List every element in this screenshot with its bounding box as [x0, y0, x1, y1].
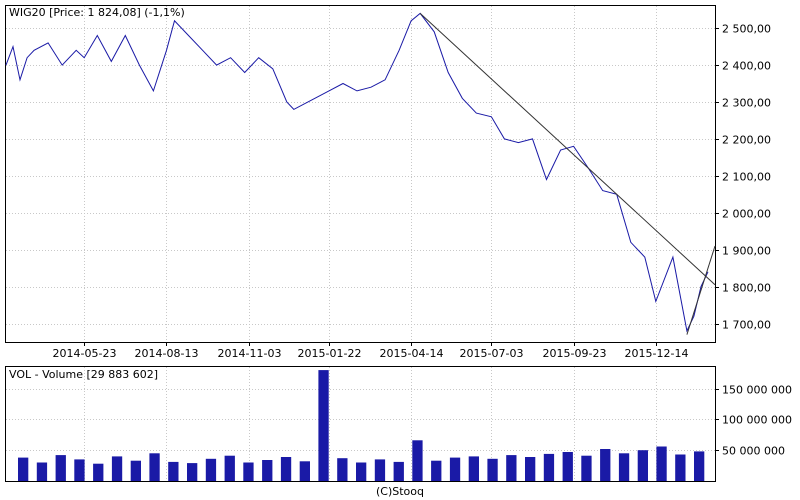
volume-bar: [18, 457, 29, 481]
volume-bar: [356, 462, 367, 481]
volume-bar: [618, 453, 630, 481]
volume-bar: [543, 453, 555, 481]
volume-plot-area: [5, 366, 716, 482]
volume-bar: [130, 460, 141, 481]
price-x-tick-label: 2015-09-23: [543, 347, 607, 360]
volume-bar: [374, 459, 386, 481]
volume-bar: [111, 456, 123, 481]
price-y-tick-label: 2 300,00: [722, 97, 771, 110]
series-line-wig20: [5, 12, 709, 333]
volume-bar: [299, 461, 310, 481]
volume-bar: [205, 458, 217, 481]
volume-bar: [280, 457, 292, 481]
trendlines: [419, 13, 716, 335]
volume-bar: [449, 457, 461, 481]
volume-bar: [656, 446, 667, 481]
price-x-tick-label: 2014-08-13: [135, 347, 199, 360]
price-y-tick-label: 1 700,00: [722, 319, 771, 332]
price-y-tick-label: 2 200,00: [722, 134, 771, 147]
volume-bar: [36, 462, 48, 481]
volume-bar: [149, 453, 160, 481]
price-x-tick-label: 2015-01-22: [298, 347, 362, 360]
price-y-tick-label: 2 000,00: [722, 208, 771, 221]
price-gridlines: [6, 6, 715, 342]
trendline: [419, 13, 716, 286]
price-x-tick-label: 2014-05-23: [53, 347, 117, 360]
volume-bar: [168, 461, 179, 481]
price-y-tick-label: 2 500,00: [722, 23, 771, 36]
volume-bar: [412, 440, 423, 481]
price-y-tick-label: 1 800,00: [722, 282, 771, 295]
price-x-tick-label: 2014-11-03: [218, 347, 282, 360]
price-x-tick-label: 2015-04-14: [380, 347, 444, 360]
volume-y-tick-label: 50 000 000: [722, 445, 785, 458]
volume-bar: [337, 458, 348, 481]
price-x-axis: 2014-05-23 2014-08-13 2014-11-03 2015-01-22…: [53, 342, 689, 360]
price-y-axis: 1 700,00 1 800,00 1 900,00 2 000,00 2 100,00…: [715, 23, 771, 332]
volume-bar: [93, 463, 104, 481]
volume-y-axis: 50 000 000 100 000 000 150 000 000: [715, 384, 792, 458]
price-y-tick-label: 2 400,00: [722, 60, 771, 73]
volume-y-tick-label: 100 000 000: [722, 414, 792, 427]
footer-credit: (C)Stooq: [376, 485, 424, 498]
volume-bar: [487, 458, 498, 481]
volume-bar: [675, 454, 686, 481]
price-chart-title: WIG20 [Price: 1 824,08] (-1,1%): [9, 6, 185, 19]
volume-bar: [694, 451, 705, 481]
volume-bar: [262, 460, 273, 481]
volume-bar: [224, 455, 235, 481]
volume-bar: [600, 449, 611, 481]
volume-bar: [243, 462, 254, 481]
trendline: [686, 245, 716, 335]
volume-bar: [581, 455, 592, 481]
price-y-tick-label: 2 100,00: [722, 171, 771, 184]
volume-gridlines: [6, 367, 715, 481]
volume-bar: [55, 455, 66, 481]
volume-bar: [74, 459, 85, 481]
volume-bar: [318, 370, 329, 481]
price-plot-area: [5, 5, 716, 343]
price-x-tick-label: 2015-12-14: [625, 347, 689, 360]
volume-y-tick-label: 150 000 000: [722, 384, 792, 397]
volume-chart-title: VOL - Volume [29 883 602]: [9, 368, 158, 381]
volume-bar: [637, 450, 648, 481]
volume-bar: [187, 463, 198, 481]
volume-bar: [562, 452, 573, 481]
volume-bar: [393, 461, 404, 481]
volume-bar: [506, 455, 517, 481]
volume-bars: [18, 370, 705, 481]
price-x-tick-label: 2015-07-03: [460, 347, 524, 360]
volume-bar: [525, 457, 536, 481]
volume-bar: [468, 456, 479, 481]
price-y-tick-label: 1 900,00: [722, 245, 771, 258]
volume-bar: [431, 460, 442, 481]
